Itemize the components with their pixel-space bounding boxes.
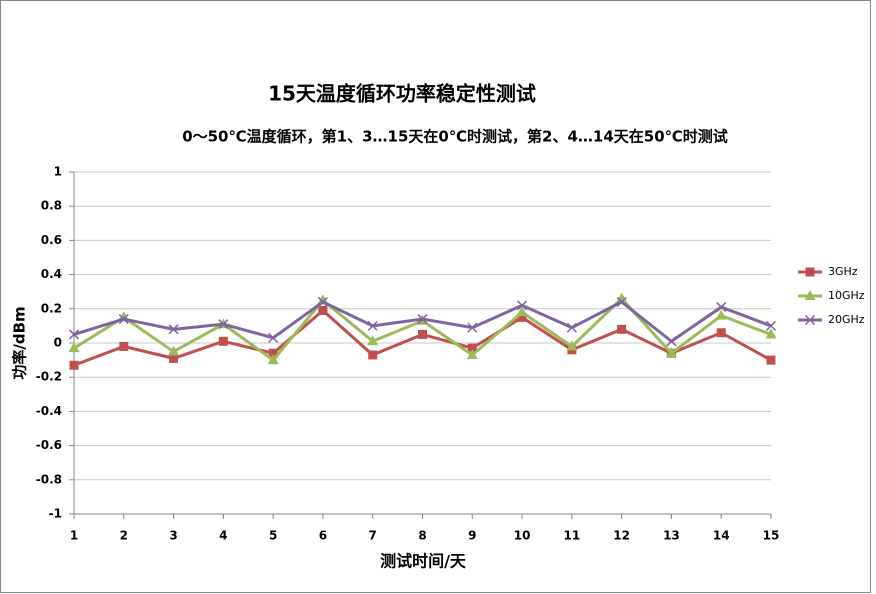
data-point (168, 324, 179, 335)
data-point (268, 332, 279, 343)
data-point (566, 340, 578, 351)
x-tick-label: 13 (663, 529, 680, 543)
data-point (765, 320, 777, 331)
data-point (68, 342, 80, 353)
y-tick-label: 0.2 (41, 301, 62, 315)
y-tick-label: -1 (49, 507, 62, 521)
legend-label: 3GHz (828, 265, 858, 278)
x-tick-label: 1 (70, 529, 78, 543)
x-axis-label: 测试时间/天 (380, 552, 467, 571)
legend-marker (804, 314, 816, 326)
data-point (566, 322, 577, 333)
data-point (368, 350, 378, 360)
data-point (766, 355, 776, 365)
x-tick-label: 3 (169, 529, 177, 543)
data-point (418, 329, 427, 339)
legend-marker (804, 290, 816, 300)
x-tick-label: 2 (120, 529, 128, 543)
x-tick-label: 8 (418, 529, 426, 543)
data-point (617, 324, 627, 334)
legend-label: 10GHz (828, 289, 865, 302)
data-point (118, 314, 129, 325)
y-tick-label: 0.8 (41, 199, 62, 213)
x-tick-label: 10 (514, 529, 531, 543)
data-point (665, 347, 677, 358)
y-tick-label: -0.6 (36, 438, 62, 452)
data-point (715, 309, 727, 320)
data-point (268, 348, 278, 358)
y-tick-label: -0.8 (36, 472, 62, 486)
data-point (218, 319, 229, 330)
x-tick-label: 15 (763, 529, 780, 543)
data-point (119, 341, 129, 351)
y-tick-label: 0.4 (41, 267, 62, 281)
legend-marker (805, 267, 815, 277)
data-point (467, 322, 478, 333)
x-tick-label: 14 (713, 529, 730, 543)
data-point (466, 348, 478, 359)
data-point (367, 335, 379, 346)
data-point (467, 343, 477, 353)
y-tick-label: -0.2 (36, 370, 62, 384)
x-tick-label: 6 (319, 529, 327, 543)
data-point (367, 320, 378, 331)
chart-title: 15天温度循环功率稳定性测试 (268, 82, 536, 106)
x-tick-label: 5 (269, 529, 277, 543)
data-point (716, 328, 726, 338)
data-point (517, 312, 527, 322)
data-point (516, 306, 528, 317)
x-tick-label: 4 (219, 529, 227, 543)
legend-label: 20GHz (828, 313, 865, 326)
data-point (168, 345, 180, 356)
y-tick-label: 1 (54, 165, 62, 179)
y-tick-label: -0.4 (36, 404, 62, 418)
data-point (169, 353, 179, 363)
data-point (666, 336, 677, 347)
y-axis-label: 功率/dBm (11, 306, 29, 379)
x-tick-label: 12 (613, 529, 630, 543)
data-point (68, 329, 80, 340)
x-tick-label: 11 (564, 529, 581, 543)
x-tick-label: 7 (369, 529, 377, 543)
data-point (616, 296, 627, 307)
data-point (318, 306, 328, 316)
x-tick-label: 9 (468, 529, 476, 543)
data-point (716, 302, 727, 313)
data-point (517, 300, 528, 311)
y-tick-label: 0.6 (41, 233, 62, 247)
data-point (69, 360, 79, 370)
data-point (417, 314, 428, 325)
y-tick-label: 0 (54, 336, 62, 350)
data-point (765, 328, 777, 339)
data-point (317, 296, 328, 307)
chart-subtitle: 0～50℃温度循环，第1、3…15天在0℃时测试，第2、4…14天在50℃时测试 (182, 128, 728, 146)
data-point (218, 336, 228, 346)
data-point (267, 354, 279, 365)
